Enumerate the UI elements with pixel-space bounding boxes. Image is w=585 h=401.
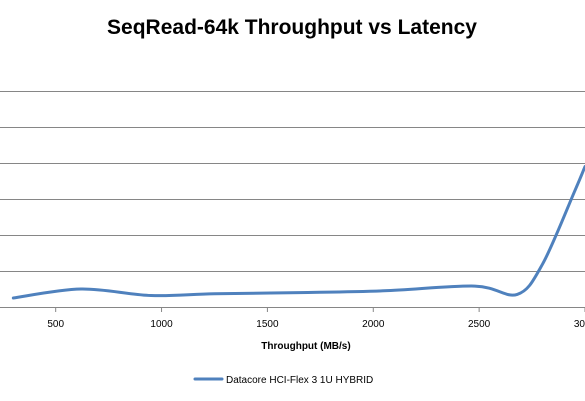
x-tick-label: 3000 [574,319,585,330]
gridlines [0,91,585,272]
x-tick-label: 2000 [362,319,385,330]
x-axis-ticks: 500 1000 1500 2000 2500 3000 [47,307,585,330]
x-axis-title: Throughput (MB/s) [261,341,350,352]
series-line-1 [11,165,585,300]
x-tick-label: 1500 [256,319,279,330]
chart-title: SeqRead-64k Throughput vs Latency [107,16,477,39]
series-layer [11,165,585,300]
x-tick-label: 2500 [468,319,491,330]
legend: Datacore HCI-Flex 3 1U HYBRID [193,375,373,386]
legend-label: Datacore HCI-Flex 3 1U HYBRID [226,375,373,386]
x-tick-label: 1000 [150,319,173,330]
x-tick-label: 500 [47,319,64,330]
